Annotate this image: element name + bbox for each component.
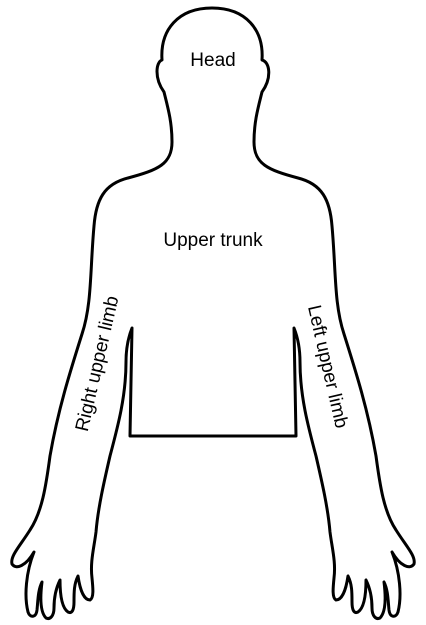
left-upper-limb-label: Left upper limb <box>303 303 352 430</box>
body-outline <box>10 6 416 620</box>
head-label: Head <box>190 50 235 71</box>
upper-trunk-label: Upper trunk <box>163 230 263 251</box>
right-upper-limb-label: Right upper limb <box>72 294 124 434</box>
